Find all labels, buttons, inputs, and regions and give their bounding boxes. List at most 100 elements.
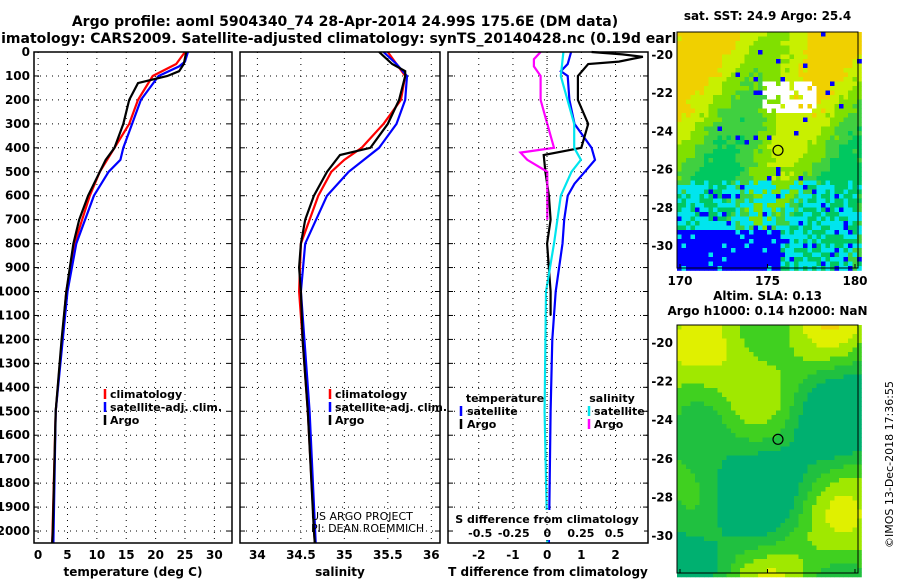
map-cell bbox=[767, 527, 772, 533]
x-tick-label: 15 bbox=[118, 548, 135, 562]
map-cell bbox=[843, 469, 849, 474]
map-cell bbox=[740, 117, 745, 123]
map-cell bbox=[681, 203, 687, 208]
map-cell bbox=[722, 234, 727, 240]
map-cell bbox=[726, 131, 732, 136]
map-cell bbox=[740, 446, 745, 452]
map-cell bbox=[812, 68, 817, 73]
map-cell bbox=[789, 95, 795, 100]
map-cell bbox=[834, 347, 840, 353]
map-cell bbox=[740, 203, 745, 208]
map-cell bbox=[749, 113, 754, 118]
map-cell bbox=[821, 527, 826, 533]
map-cell bbox=[771, 194, 777, 199]
map-cell bbox=[690, 460, 696, 465]
map-cell bbox=[726, 194, 732, 199]
map-cell bbox=[695, 437, 700, 443]
map-cell bbox=[830, 487, 835, 492]
map-cell bbox=[803, 374, 808, 380]
map-cell bbox=[704, 72, 709, 78]
map-cell bbox=[713, 559, 718, 564]
map-cell bbox=[713, 113, 718, 118]
map-cell bbox=[807, 469, 813, 474]
map-cell bbox=[816, 361, 822, 366]
map-cell bbox=[726, 419, 732, 425]
map-cell bbox=[825, 464, 831, 470]
map-cell bbox=[785, 32, 790, 37]
map-cell bbox=[726, 108, 732, 114]
y-tick-label: 1200 bbox=[0, 332, 30, 346]
map-cell bbox=[690, 225, 696, 231]
map-cell bbox=[780, 397, 786, 402]
map-cell bbox=[785, 460, 790, 465]
map-cell bbox=[848, 59, 853, 64]
map-cell bbox=[830, 518, 835, 524]
map-cell bbox=[731, 410, 736, 416]
map-cell bbox=[749, 370, 754, 375]
map-cell bbox=[722, 108, 727, 114]
map-cell bbox=[699, 216, 705, 222]
map-cell bbox=[690, 397, 696, 402]
map-cell bbox=[816, 32, 822, 37]
map-cell bbox=[780, 563, 786, 569]
map-cell bbox=[807, 81, 813, 87]
map-cell bbox=[794, 415, 799, 420]
map-cell bbox=[681, 500, 687, 506]
map-cell bbox=[794, 180, 799, 186]
map-cell bbox=[722, 32, 727, 37]
map-cell bbox=[726, 478, 732, 483]
map-cell bbox=[726, 518, 732, 524]
map-cell bbox=[744, 437, 750, 443]
map-cell bbox=[677, 550, 682, 555]
map-cell bbox=[735, 383, 741, 389]
map-cell bbox=[704, 68, 709, 73]
map-cell bbox=[744, 455, 750, 461]
map-cell bbox=[830, 117, 835, 123]
map-cell bbox=[713, 95, 718, 100]
map-cell bbox=[767, 72, 772, 78]
map-cell bbox=[753, 383, 759, 389]
map-cell bbox=[735, 388, 741, 393]
map-cell bbox=[798, 388, 804, 393]
map-cell bbox=[789, 140, 795, 145]
map-cell bbox=[713, 230, 718, 235]
map-cell bbox=[758, 167, 763, 172]
map-cell bbox=[857, 216, 862, 222]
map-cell bbox=[681, 442, 687, 447]
map-cell bbox=[794, 518, 799, 524]
map-cell bbox=[834, 491, 840, 497]
map-cell bbox=[690, 437, 696, 443]
map-cell bbox=[740, 113, 745, 118]
map-cell bbox=[830, 99, 835, 105]
map-cell bbox=[722, 158, 727, 163]
map-cell bbox=[762, 252, 768, 258]
map-cell bbox=[699, 234, 705, 240]
map-cell bbox=[704, 158, 709, 163]
map-cell bbox=[686, 473, 691, 479]
map-cell bbox=[771, 32, 777, 37]
map-cell bbox=[713, 185, 718, 190]
map-cell bbox=[830, 171, 835, 177]
map-cell bbox=[704, 509, 709, 515]
map-cell bbox=[695, 392, 700, 398]
map-cell bbox=[708, 81, 714, 87]
map-cell bbox=[843, 68, 849, 73]
map-cell bbox=[677, 460, 682, 465]
map-cell bbox=[816, 347, 822, 353]
map-cell bbox=[812, 113, 817, 118]
map-cell bbox=[735, 550, 741, 555]
legend-label: Argo bbox=[335, 414, 365, 427]
map-cell bbox=[780, 370, 786, 375]
map-cell bbox=[708, 379, 714, 384]
map-cell bbox=[686, 95, 691, 100]
map-cell bbox=[758, 482, 763, 488]
map-cell bbox=[767, 550, 772, 555]
map-cell bbox=[771, 392, 777, 398]
map-cell bbox=[821, 225, 826, 231]
map-cell bbox=[749, 554, 754, 560]
map-cell bbox=[749, 451, 754, 456]
map-cell bbox=[771, 347, 777, 353]
map-cell bbox=[857, 559, 862, 564]
map-cell bbox=[677, 451, 682, 456]
map-cell bbox=[839, 153, 844, 159]
